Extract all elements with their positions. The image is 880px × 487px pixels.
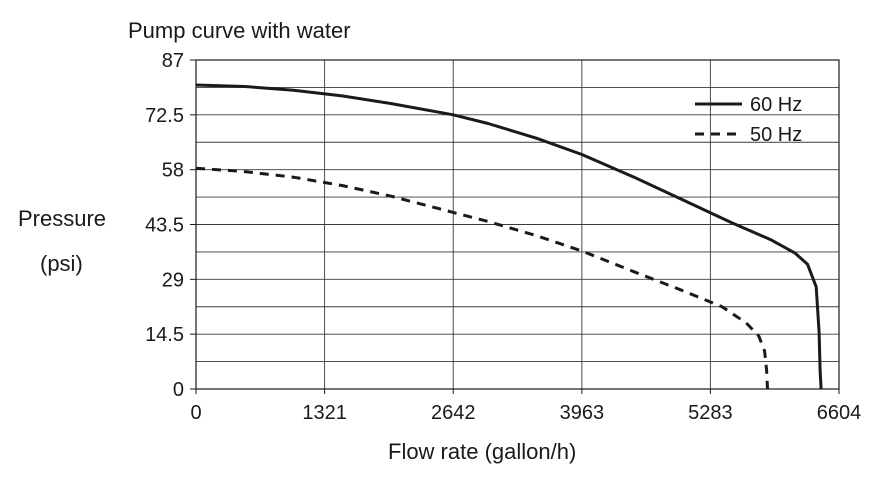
legend-label-1: 50 Hz [750, 124, 802, 146]
y-tick-label-0: 0 [173, 379, 184, 401]
x-tick-label-0: 0 [190, 402, 201, 424]
series-line-60-hz [195, 83, 823, 390]
x-tick-label-5: 6604 [817, 402, 862, 424]
y-tick-label-4: 58 [162, 160, 184, 182]
x-tick-label-4: 5283 [688, 402, 733, 424]
y-axis-label-line1: Pressure [18, 206, 106, 231]
y-tick-label-6: 87 [162, 50, 184, 72]
y-tick-label-1: 14.5 [145, 324, 184, 346]
y-tick-label-5: 72.5 [145, 105, 184, 127]
x-axis-label: Flow rate (gallon/h) [388, 439, 576, 464]
series-line-50-hz [195, 166, 769, 390]
x-tick-labels: 0 1321 2642 3963 5283 6604 [190, 389, 861, 424]
grid [196, 60, 839, 389]
legend: 60 Hz 50 Hz [695, 94, 802, 146]
x-tick-label-1: 1321 [302, 402, 347, 424]
chart-title: Pump curve with water [128, 18, 351, 43]
legend-label-0: 60 Hz [750, 94, 802, 116]
y-tick-label-2: 29 [162, 269, 184, 291]
y-axis-label-line2: (psi) [40, 251, 83, 276]
y-tick-labels: 0 14.5 29 43.5 58 72.5 87 [145, 50, 196, 401]
x-tick-label-2: 2642 [431, 402, 476, 424]
series-lines [195, 83, 823, 390]
y-tick-label-3: 43.5 [145, 215, 184, 237]
x-tick-label-3: 3963 [560, 402, 605, 424]
